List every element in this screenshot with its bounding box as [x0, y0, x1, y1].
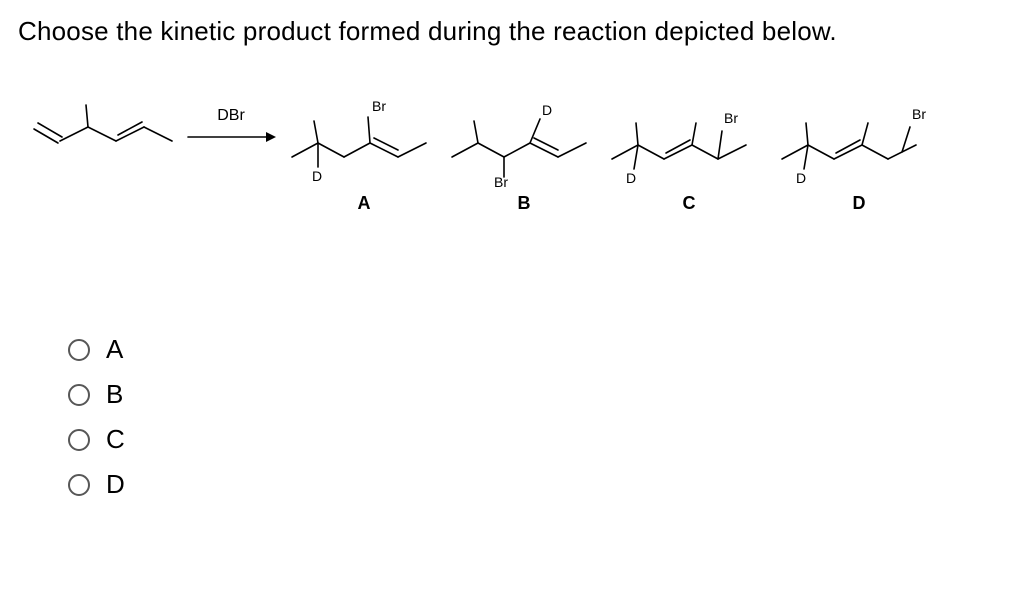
br-atom: Br	[372, 98, 386, 114]
option-b[interactable]: B	[68, 379, 1010, 410]
radio-icon[interactable]	[68, 339, 90, 361]
question-text: Choose the kinetic product formed during…	[18, 16, 1010, 47]
option-c[interactable]: C	[68, 424, 1010, 455]
radio-icon[interactable]	[68, 474, 90, 496]
product-c: Br D C	[604, 87, 774, 214]
option-a-label: A	[106, 334, 123, 365]
answer-options: A B C D	[68, 334, 1010, 500]
product-d-svg: Br D	[774, 87, 944, 187]
product-c-label: C	[683, 193, 696, 214]
product-d-label: D	[853, 193, 866, 214]
starting-material-svg	[28, 87, 178, 177]
reaction-figure: DBr Br D	[28, 87, 1010, 214]
product-b-label: B	[518, 193, 531, 214]
reagent-label: DBr	[217, 107, 245, 125]
product-a: Br D A	[284, 87, 444, 214]
radio-icon[interactable]	[68, 429, 90, 451]
option-c-label: C	[106, 424, 125, 455]
br-atom: Br	[912, 106, 926, 122]
product-b: Br D B	[444, 87, 604, 214]
d-atom: D	[796, 170, 806, 186]
product-a-label: A	[358, 193, 371, 214]
starting-material	[28, 87, 178, 177]
d-atom: D	[626, 170, 636, 186]
product-d: Br D D	[774, 87, 944, 214]
product-c-svg: Br D	[604, 87, 774, 187]
product-b-svg: Br D	[444, 87, 604, 187]
d-atom: D	[312, 168, 322, 184]
option-a[interactable]: A	[68, 334, 1010, 365]
br-atom: Br	[724, 110, 738, 126]
reaction-arrow: DBr	[186, 87, 276, 147]
arrow-svg	[186, 127, 276, 147]
radio-icon[interactable]	[68, 384, 90, 406]
option-d[interactable]: D	[68, 469, 1010, 500]
product-a-svg: Br D	[284, 87, 444, 187]
d-atom: D	[542, 102, 552, 118]
option-d-label: D	[106, 469, 125, 500]
br-atom: Br	[494, 174, 508, 187]
option-b-label: B	[106, 379, 123, 410]
